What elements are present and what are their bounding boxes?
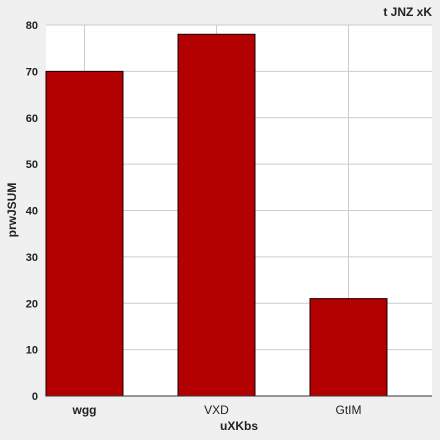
y-tick-label: 80 bbox=[26, 20, 38, 32]
y-tick-label: 0 bbox=[32, 391, 38, 403]
y-tick-label: 20 bbox=[26, 298, 38, 310]
x-tick-label: GtIM bbox=[336, 403, 362, 417]
y-tick-label: 50 bbox=[26, 159, 38, 171]
bar-vxd bbox=[177, 33, 256, 397]
x-axis-ticks: wgg VXD GtIM bbox=[72, 403, 362, 417]
chart-title: t JNZ xK bbox=[383, 5, 432, 19]
x-tick-label: VXD bbox=[204, 403, 229, 417]
y-tick-label: 10 bbox=[26, 345, 38, 357]
x-tick-label: wgg bbox=[72, 403, 97, 417]
y-axis-ticks: 0 10 20 30 40 50 60 70 80 bbox=[26, 20, 38, 403]
y-axis-label: prwJSUM bbox=[5, 183, 19, 238]
x-axis-label: uXKbs bbox=[220, 419, 258, 433]
bar-gtim bbox=[309, 298, 388, 397]
y-tick-label: 60 bbox=[26, 113, 38, 125]
bar-wgg bbox=[45, 70, 124, 397]
y-tick-label: 30 bbox=[26, 252, 38, 264]
bars bbox=[45, 33, 388, 397]
y-tick-label: 70 bbox=[26, 66, 38, 78]
y-tick-label: 40 bbox=[26, 206, 38, 218]
